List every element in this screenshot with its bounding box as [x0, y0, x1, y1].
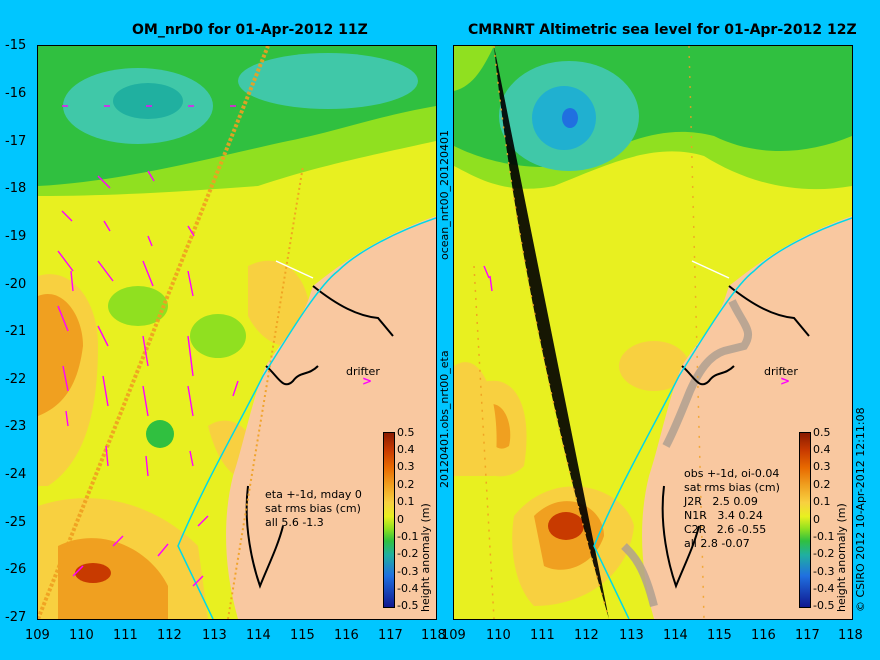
y-tick: -19 [5, 229, 27, 244]
right-drifter-label: drifter [764, 365, 798, 378]
left-colorbar [383, 432, 395, 608]
colorbar-tick: -0.4 [397, 582, 419, 595]
x-tick: 109 [25, 628, 50, 643]
left-drifter-arrow-icon: > [362, 374, 373, 388]
x-tick: 110 [486, 628, 511, 643]
right-map-canvas [454, 46, 852, 619]
colorbar-tick: 0.2 [813, 478, 831, 491]
y-tick: -24 [5, 467, 27, 482]
left-map-title: OM_nrD0 for 01-Apr-2012 11Z [132, 22, 368, 38]
right-colorbar-label: height anomaly (m) [835, 503, 848, 612]
y-tick: -21 [5, 324, 27, 339]
y-tick: -18 [5, 181, 27, 196]
left-map-panel [37, 45, 437, 620]
colorbar-tick: 0.5 [397, 426, 415, 439]
colorbar-tick: -0.3 [813, 565, 835, 578]
x-tick: 113 [202, 628, 227, 643]
y-tick: -22 [5, 372, 27, 387]
credit-label: © CSIRO 2012 10-Apr-2012 12:11:08 [854, 407, 867, 612]
colorbar-tick: 0.3 [397, 460, 415, 473]
x-tick: 112 [157, 628, 182, 643]
x-tick: 113 [619, 628, 644, 643]
y-tick: -20 [5, 277, 27, 292]
colorbar-tick: 0.5 [813, 426, 831, 439]
colorbar-tick: -0.1 [813, 530, 835, 543]
x-tick: 115 [290, 628, 315, 643]
y-tick: -26 [5, 562, 27, 577]
right-map-title: CMRNRT Altimetric sea level for 01-Apr-2… [468, 22, 857, 38]
colorbar-tick: -0.4 [813, 582, 835, 595]
x-tick: 117 [378, 628, 403, 643]
x-tick: 109 [441, 628, 466, 643]
colorbar-tick: 0.4 [813, 443, 831, 456]
y-tick: -15 [5, 38, 27, 53]
model-file-label: ocean_nrt00_20120401 [438, 129, 451, 260]
colorbar-tick: 0.3 [813, 460, 831, 473]
x-tick: 114 [246, 628, 271, 643]
left-drifter-label: drifter [346, 365, 380, 378]
x-tick: 111 [113, 628, 138, 643]
x-tick: 116 [751, 628, 776, 643]
left-map-canvas [38, 46, 436, 619]
colorbar-tick: 0.1 [813, 495, 831, 508]
colorbar-tick: 0.4 [397, 443, 415, 456]
y-tick: -27 [5, 610, 27, 625]
x-tick: 111 [530, 628, 555, 643]
y-tick: -23 [5, 419, 27, 434]
colorbar-tick: -0.2 [397, 547, 419, 560]
right-colorbar [799, 432, 811, 608]
colorbar-tick: 0 [397, 513, 404, 526]
obs-file-label: 20120401.obs_nrt00_eta [438, 350, 451, 488]
right-map-panel [453, 45, 853, 620]
x-tick: 118 [421, 628, 446, 643]
colorbar-tick: -0.5 [813, 599, 835, 612]
right-stats-annotation: obs +-1d, oi-0.04 sat rms bias (cm) J2R … [684, 467, 780, 550]
left-colorbar-label: height anomaly (m) [419, 503, 432, 612]
colorbar-tick: -0.5 [397, 599, 419, 612]
x-tick: 112 [574, 628, 599, 643]
colorbar-tick: 0.2 [397, 478, 415, 491]
colorbar-tick: -0.2 [813, 547, 835, 560]
y-tick: -16 [5, 86, 27, 101]
x-tick: 115 [707, 628, 732, 643]
colorbar-tick: -0.3 [397, 565, 419, 578]
right-drifter-arrow-icon: > [780, 374, 791, 388]
x-tick: 116 [334, 628, 359, 643]
y-tick: -17 [5, 134, 27, 149]
x-tick: 110 [69, 628, 94, 643]
x-tick: 118 [838, 628, 863, 643]
x-tick: 117 [795, 628, 820, 643]
colorbar-tick: -0.1 [397, 530, 419, 543]
x-tick: 114 [663, 628, 688, 643]
y-tick: -25 [5, 515, 27, 530]
colorbar-tick: 0 [813, 513, 820, 526]
left-stats-annotation: eta +-1d, mday 0 sat rms bias (cm) all 5… [265, 488, 362, 529]
colorbar-tick: 0.1 [397, 495, 415, 508]
